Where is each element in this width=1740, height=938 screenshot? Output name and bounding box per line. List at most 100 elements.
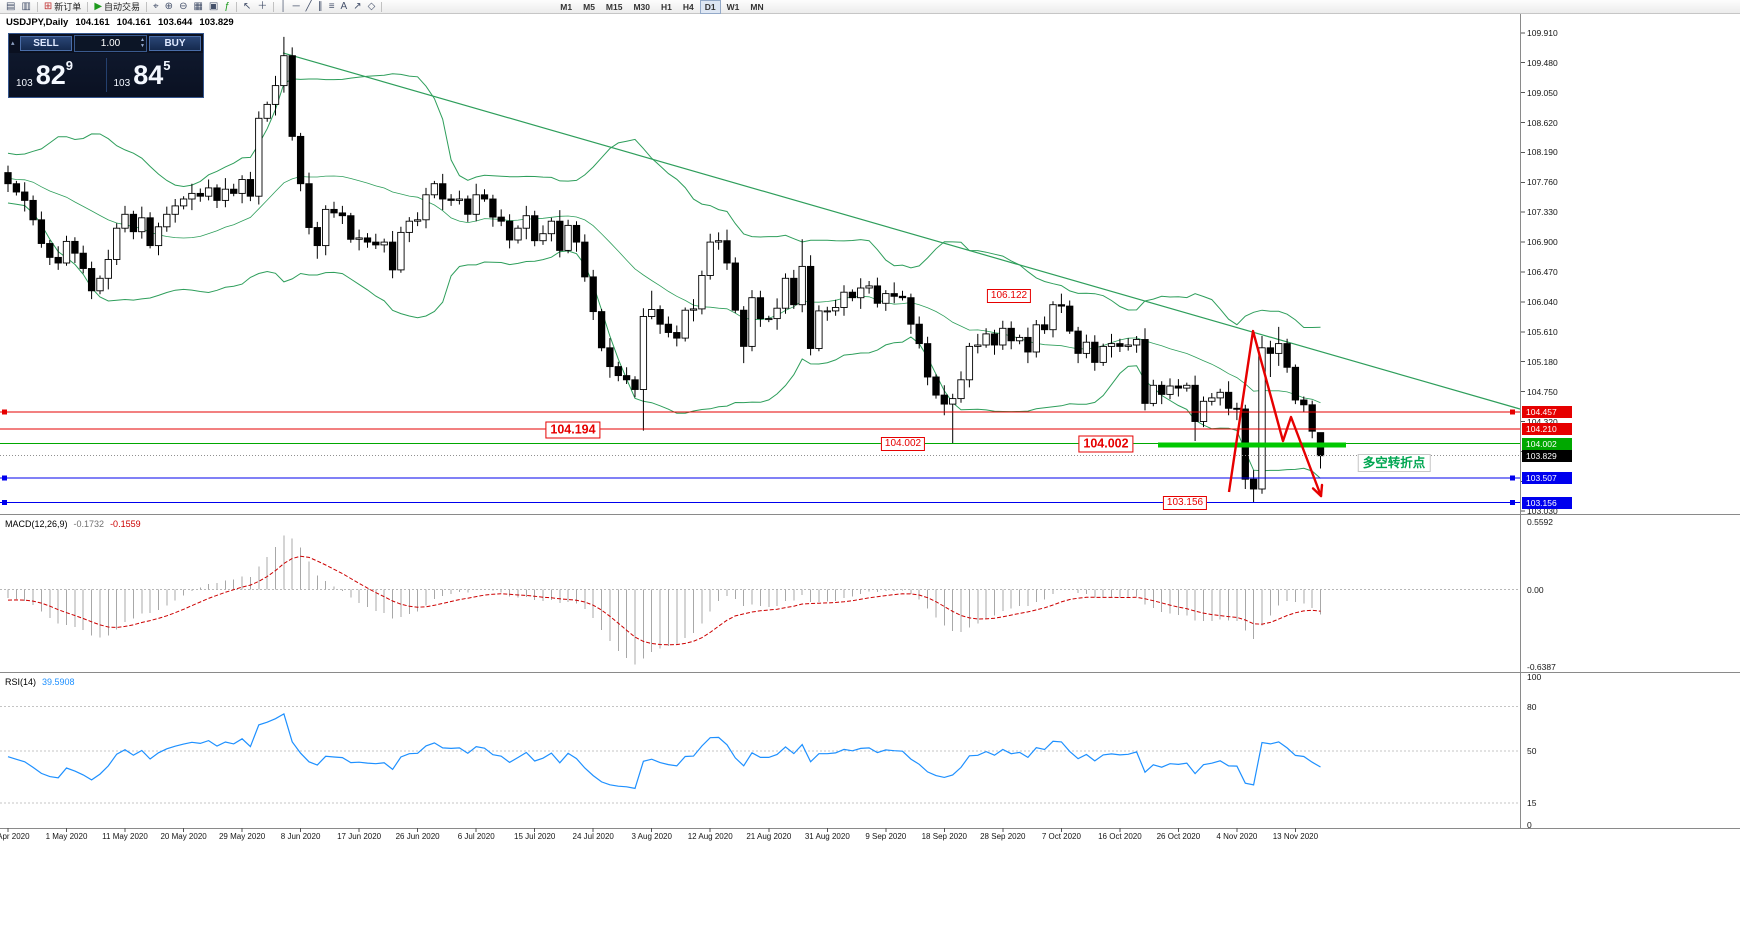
text-tool-button[interactable]: A: [338, 0, 351, 13]
add-indicator-button[interactable]: ƒ: [221, 0, 233, 13]
trade-panel-prices: 103 82 9 103 84 5: [9, 53, 203, 97]
timeframe-m1[interactable]: M1: [560, 1, 573, 12]
sell-button[interactable]: SELL: [20, 36, 72, 51]
descending-trendline[interactable]: [282, 52, 1521, 410]
autotrading-label: 自动交易: [104, 2, 141, 12]
price-tick-label: 109.480: [1527, 57, 1558, 68]
timeframe-h1[interactable]: H1: [661, 1, 672, 12]
buy-button[interactable]: BUY: [149, 36, 201, 51]
horizontal-line-button[interactable]: ─: [290, 0, 303, 13]
time-axis[interactable]: 22 Apr 2020 1 May 2020 11 May 2020 20 May 2…: [0, 828, 1521, 844]
red-arrow-drawing[interactable]: [1227, 329, 1324, 498]
price-text-label-104.194[interactable]: 104.194: [545, 421, 601, 439]
rsi-scale-label: 50: [1527, 746, 1537, 756]
rsi-line: [7, 713, 1321, 790]
volume-spin-icons[interactable]: ▲ ▼: [140, 37, 145, 49]
panel-splitter-rsi[interactable]: [0, 670, 1740, 675]
crosshair-tool-button[interactable]: ＋: [254, 0, 270, 13]
toolbar-separator: [146, 1, 148, 12]
timeframe-m15[interactable]: M15: [605, 1, 623, 12]
price-badge-103.829: 103.829: [1522, 449, 1572, 462]
price-text-label-103.156[interactable]: 103.156: [1162, 495, 1208, 510]
date-label: 21 Aug 2020: [746, 832, 792, 841]
timeframe-m5[interactable]: M5: [583, 1, 595, 12]
spin-down-icon[interactable]: ▼: [140, 43, 145, 49]
timeframe-mn[interactable]: MN: [750, 1, 764, 12]
price-tick-label: 109.910: [1527, 27, 1558, 38]
macd-scale-label: 0.00: [1527, 584, 1544, 595]
macd-scale-label: -0.6387: [1527, 662, 1556, 672]
price-tick-label: 109.050: [1527, 87, 1558, 98]
price-text-label-104.002[interactable]: 104.002: [1078, 435, 1134, 453]
cascade-windows-button[interactable]: ▣: [206, 0, 221, 13]
collapse-arrow-icon[interactable]: ▴: [11, 40, 15, 47]
new-chart-button[interactable]: ▤: [3, 0, 18, 13]
date-label: 17 Jun 2020: [337, 832, 382, 841]
toolbar-separator: [87, 1, 89, 12]
volume-stepper[interactable]: 1.00 ▲ ▼: [74, 35, 147, 52]
date-label: 12 Aug 2020: [687, 832, 733, 841]
trendline-icon: ╱: [305, 0, 312, 12]
turning-point-note[interactable]: 多空转折点: [1357, 454, 1431, 473]
tile-windows-button[interactable]: ▦: [190, 0, 205, 13]
price-tick-label: 108.190: [1527, 147, 1558, 158]
arrows-tool-button[interactable]: ↗: [350, 0, 364, 13]
buy-price[interactable]: 103 84 5: [107, 53, 204, 97]
shapes-tool-button[interactable]: ◇: [365, 0, 379, 13]
bollinger-lower-band: [7, 202, 1321, 479]
channel-button[interactable]: ∥: [315, 0, 326, 13]
macd-scale-label: 0.5592: [1527, 517, 1553, 527]
date-label: 20 May 2020: [160, 832, 207, 841]
price-scale[interactable]: 109.910 109.480 109.050 108.620 108.190 107.7…: [1521, 0, 1740, 938]
timeframe-m30[interactable]: M30: [633, 1, 651, 12]
fibonacci-button[interactable]: ≡: [326, 0, 338, 13]
toolbar-separator: [235, 1, 237, 12]
panel-splitter-macd[interactable]: [0, 512, 1740, 517]
price-tick-label: 106.470: [1527, 267, 1558, 277]
zoom-out-icon: ⊖: [179, 0, 188, 12]
horizontal-level-lines[interactable]: [0, 409, 1520, 506]
sell-price-sup: 9: [65, 58, 73, 73]
new-order-button[interactable]: ⊞ 新订单: [41, 0, 84, 13]
crosshair-icon: ⌖: [153, 0, 159, 12]
rsi-scale-label: 0: [1527, 820, 1532, 830]
timeframe-h4[interactable]: H4: [682, 1, 694, 12]
date-label: 8 Jun 2020: [280, 832, 321, 841]
buy-price-prefix: 103: [113, 78, 131, 89]
symbol-label: USDJPY,Daily: [6, 17, 69, 28]
timeframe-d1[interactable]: D1: [699, 0, 721, 14]
date-label: 28 Sep 2020: [980, 832, 1026, 841]
autotrading-button[interactable]: ▶ 自动交易: [91, 0, 143, 13]
date-label: 24 Jul 2020: [572, 832, 614, 841]
cursor-button[interactable]: ↖: [240, 0, 254, 13]
date-label: 11 May 2020: [102, 832, 148, 841]
price-divider: [105, 58, 107, 92]
line-handle: [1510, 475, 1515, 481]
rsi-pane: [0, 706, 1520, 804]
price-text-label-106.122[interactable]: 106.122: [986, 289, 1032, 304]
zoom-in-button[interactable]: ⊕: [162, 0, 176, 13]
timeframe-w1[interactable]: W1: [726, 1, 740, 12]
main-toolbar: ▤ ▥ ⊞ 新订单 ▶ 自动交易 ⌖ ⊕ ⊖ ▦ ▣ ƒ ↖ ＋ │ ─ ╱ ∥ ≡ A ↗ ◇ M1 M5 M15 M30 H1 H…: [0, 0, 1740, 14]
date-label: 7 Oct 2020: [1041, 832, 1081, 841]
rsi-scale-label: 80: [1527, 701, 1537, 712]
price-tick-label: 104.320: [1527, 416, 1558, 427]
date-label: 26 Jun 2020: [395, 832, 440, 841]
sell-price[interactable]: 103 82 9: [9, 53, 106, 97]
date-label: 4 Nov 2020: [1216, 832, 1258, 841]
buy-price-big: 84: [133, 60, 164, 90]
price-tick-label: 107.760: [1527, 177, 1558, 188]
zoom-out-button[interactable]: ⊖: [176, 0, 190, 13]
vertical-line-button[interactable]: │: [277, 0, 289, 13]
price-text-label-104.002[interactable]: 104.002: [880, 436, 926, 451]
new-order-label: 新订单: [54, 2, 82, 12]
trendline-button[interactable]: ╱: [303, 0, 315, 13]
zoom-in-icon: ⊕: [164, 0, 174, 12]
sell-price-prefix: 103: [16, 78, 33, 89]
profiles-button[interactable]: ▥: [18, 0, 33, 13]
spin-up-icon[interactable]: ▲: [140, 37, 145, 43]
date-label: 22 Apr 2020: [0, 832, 30, 841]
crosshair-button[interactable]: ⌖: [150, 0, 162, 13]
new-order-icon: ⊞: [43, 0, 53, 12]
